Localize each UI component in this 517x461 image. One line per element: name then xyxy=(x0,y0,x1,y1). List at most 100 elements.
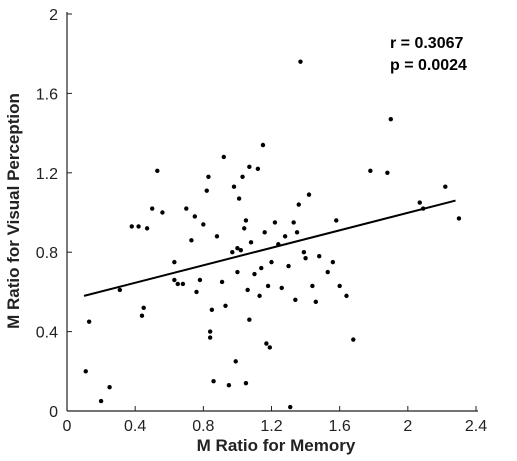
data-point xyxy=(201,222,206,227)
data-point xyxy=(235,269,240,275)
data-point xyxy=(337,283,342,289)
y-tick-label: 1.2 xyxy=(36,166,58,183)
data-point xyxy=(301,250,307,255)
data-point xyxy=(236,196,242,201)
data-point xyxy=(293,297,298,303)
data-point xyxy=(330,259,336,265)
data-point xyxy=(242,226,247,231)
data-point xyxy=(388,117,393,122)
data-point xyxy=(262,230,267,235)
y-tick-label: 0.8 xyxy=(36,245,58,262)
data-point xyxy=(279,285,284,291)
data-point xyxy=(189,238,194,243)
data-point xyxy=(286,263,291,269)
data-point xyxy=(310,283,315,289)
data-point xyxy=(298,59,303,64)
data-point xyxy=(238,248,244,253)
data-point xyxy=(155,168,160,174)
y-tick-label: 0.4 xyxy=(36,325,58,342)
data-point xyxy=(306,192,312,197)
y-axis-title: M Ratio for Visual Perception xyxy=(4,93,23,329)
data-point xyxy=(245,287,250,293)
data-point xyxy=(83,369,88,374)
data-point xyxy=(209,307,215,312)
data-point xyxy=(194,289,199,295)
data-point xyxy=(368,168,373,174)
y-tick-label: 2 xyxy=(49,7,58,24)
data-point xyxy=(221,154,226,160)
data-point xyxy=(291,220,296,225)
data-point xyxy=(211,379,216,384)
data-point xyxy=(296,202,301,207)
data-point xyxy=(204,188,209,193)
data-point xyxy=(231,184,237,189)
data-point xyxy=(417,200,422,205)
data-point xyxy=(226,382,232,388)
data-point xyxy=(117,287,123,293)
data-point xyxy=(180,281,186,287)
data-point xyxy=(248,240,254,245)
data-point xyxy=(144,226,150,231)
data-points xyxy=(83,59,462,410)
x-tick-label: 0 xyxy=(63,418,72,435)
data-point xyxy=(197,277,203,283)
data-point xyxy=(230,250,235,255)
data-point xyxy=(207,335,213,340)
data-point xyxy=(243,218,249,223)
data-point xyxy=(264,341,269,346)
y-ticks: 0 0.4 0.8 1.2 1.6 2 xyxy=(36,7,72,421)
data-point xyxy=(129,224,134,229)
x-ticks: 0 0.4 0.8 1.2 1.6 2 2.4 xyxy=(63,406,487,435)
data-point xyxy=(313,299,319,305)
data-point xyxy=(456,216,462,221)
data-point xyxy=(150,206,155,211)
y-tick-label: 0 xyxy=(49,404,58,421)
data-point xyxy=(223,303,228,308)
data-point xyxy=(265,283,271,289)
x-tick-label: 2.4 xyxy=(465,418,487,435)
data-point xyxy=(206,174,211,179)
x-tick-label: 0.8 xyxy=(192,418,214,435)
data-point xyxy=(233,359,238,364)
data-point xyxy=(267,345,272,350)
x-tick-label: 1.6 xyxy=(329,418,351,435)
data-point xyxy=(247,164,252,170)
data-point xyxy=(175,281,180,287)
data-point xyxy=(139,313,145,318)
x-tick-label: 1.2 xyxy=(260,418,282,435)
data-point xyxy=(98,398,104,404)
data-point xyxy=(257,293,262,299)
data-point xyxy=(247,317,252,322)
data-point xyxy=(317,253,322,259)
data-point xyxy=(282,234,288,239)
r-value-annotation: r = 0.3067 xyxy=(390,35,464,52)
data-point xyxy=(385,170,390,175)
data-point xyxy=(192,214,198,219)
data-point xyxy=(172,277,177,283)
data-point xyxy=(269,259,274,265)
p-value-annotation: p = 0.0024 xyxy=(390,57,467,74)
data-point xyxy=(184,206,189,211)
regression-line xyxy=(83,199,456,297)
data-point xyxy=(294,230,300,235)
x-tick-label: 0.4 xyxy=(124,418,146,435)
x-tick-label: 2 xyxy=(403,418,412,435)
data-point xyxy=(334,218,339,223)
data-point xyxy=(351,337,356,342)
data-point xyxy=(303,255,308,261)
data-point xyxy=(260,142,266,148)
data-point xyxy=(86,319,92,324)
data-point xyxy=(172,259,177,265)
data-point xyxy=(219,279,225,285)
data-point xyxy=(107,384,112,390)
data-point xyxy=(288,404,293,410)
data-point xyxy=(272,220,278,225)
data-point xyxy=(207,329,213,334)
data-point xyxy=(259,265,264,271)
data-point xyxy=(252,271,257,277)
data-point xyxy=(240,174,245,179)
data-point xyxy=(214,234,220,239)
data-point xyxy=(160,210,165,215)
data-point xyxy=(344,293,349,299)
